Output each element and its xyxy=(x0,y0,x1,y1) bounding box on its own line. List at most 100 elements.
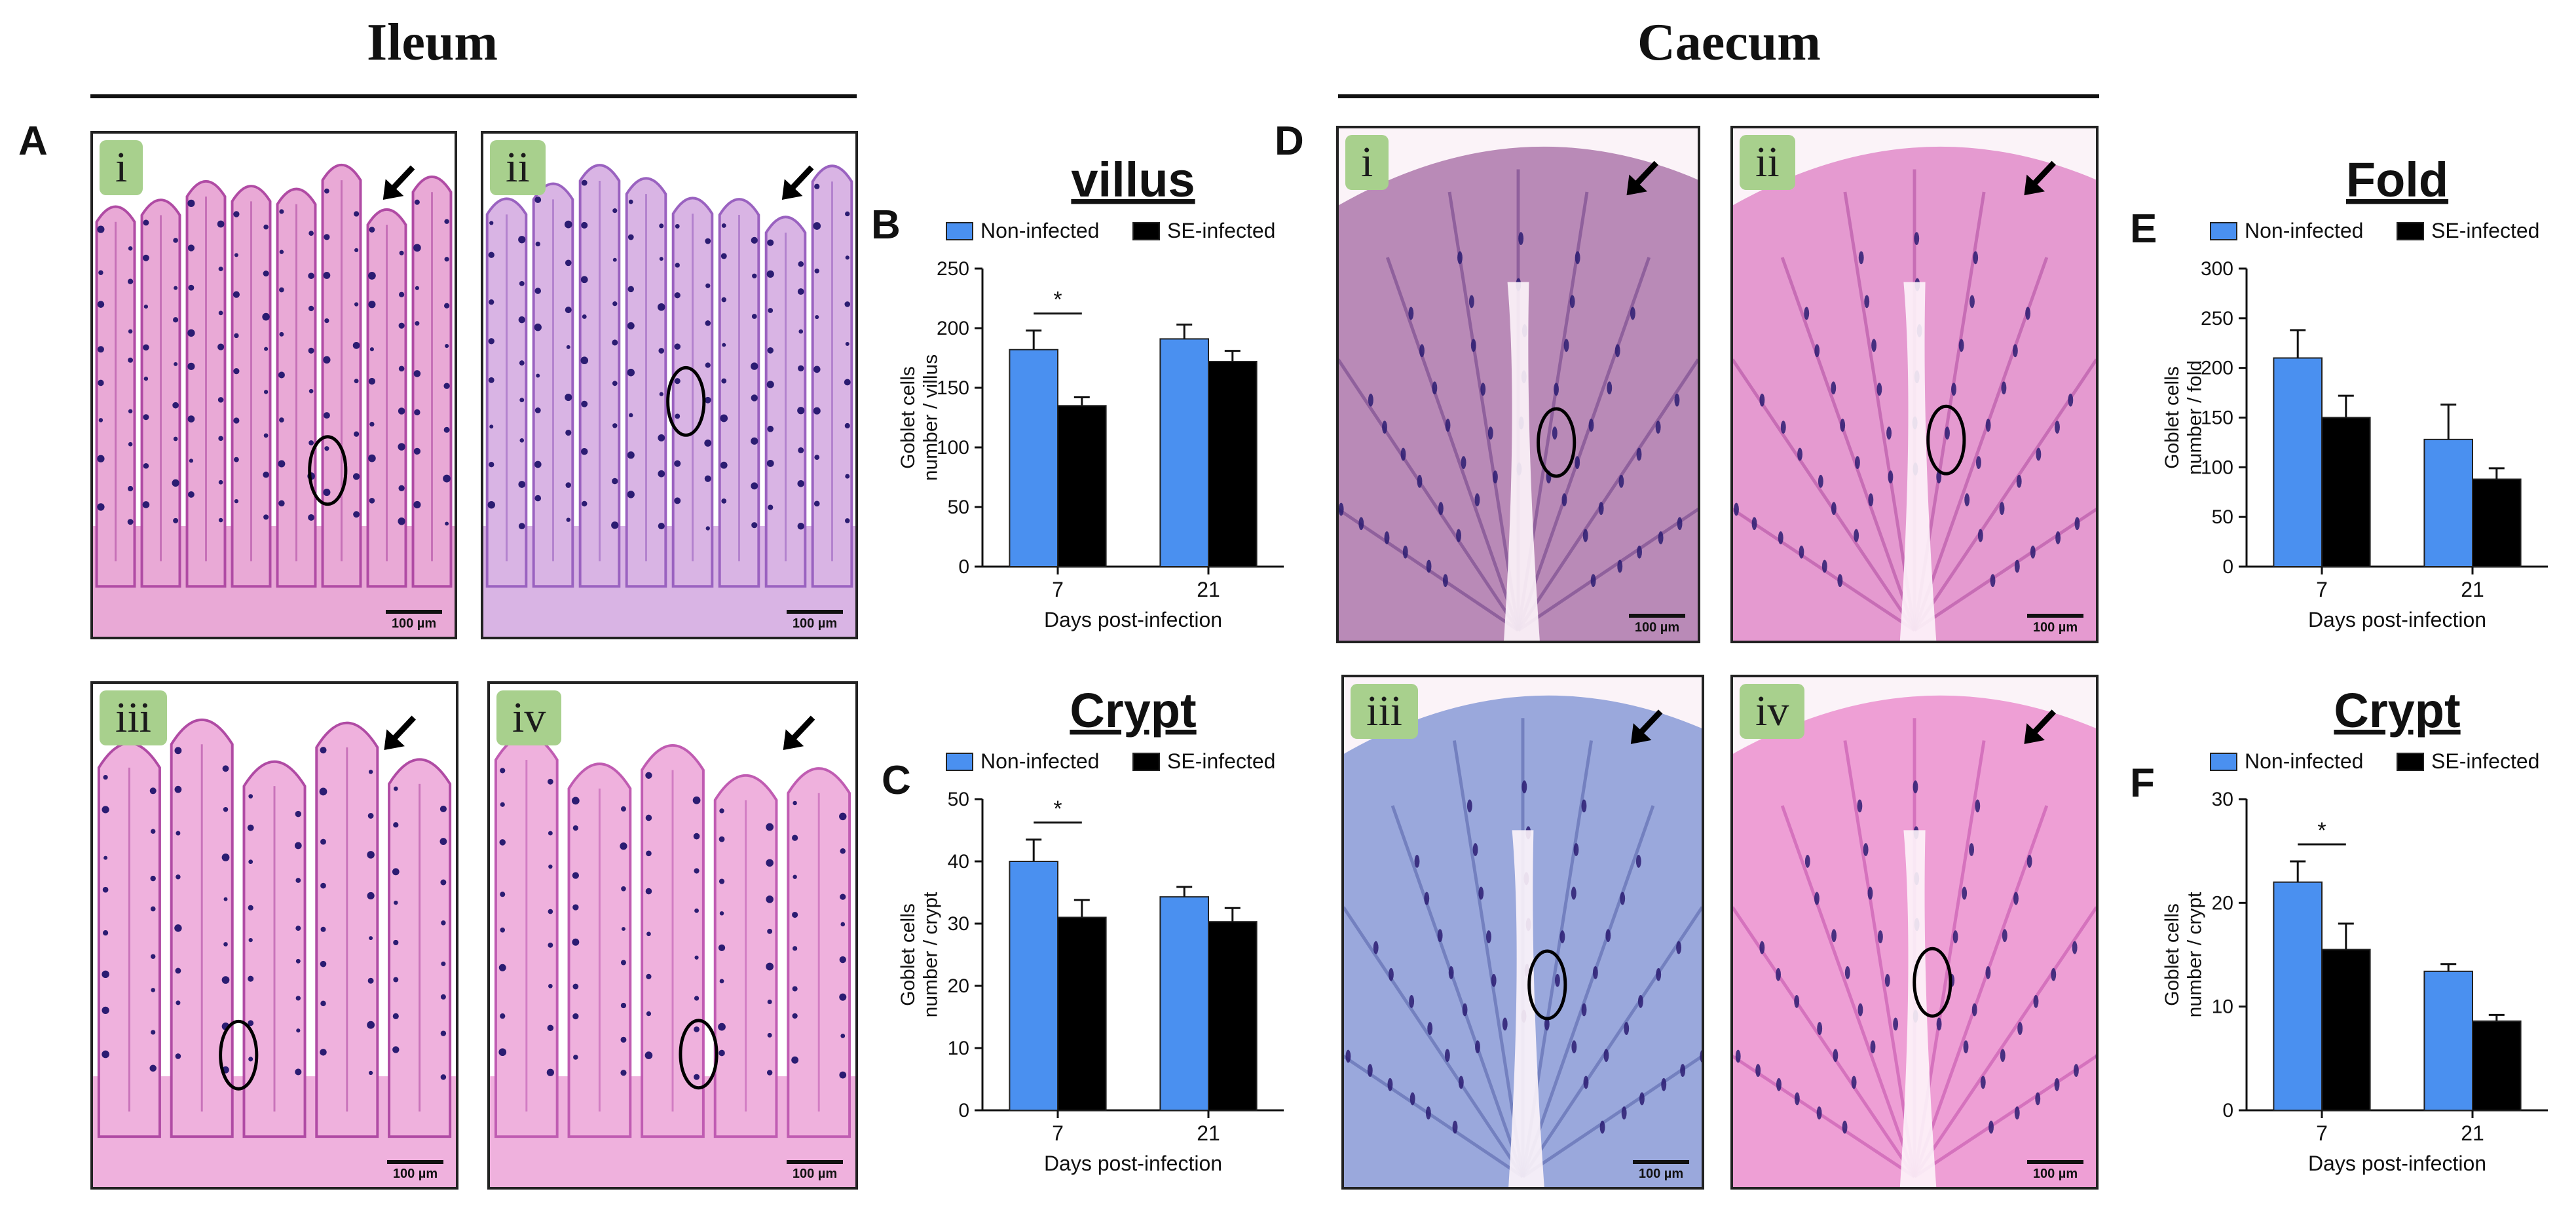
scale-bar-label: 100 µm xyxy=(792,1167,838,1181)
section-rule-ileum xyxy=(90,94,857,98)
y-tick-label: 250 xyxy=(937,258,969,280)
bar-se-infected-day-7 xyxy=(1057,916,1107,1111)
bar-non-infected-day-7 xyxy=(2273,881,2323,1111)
micrograph-A-i: i 100 µm xyxy=(90,131,457,639)
bar-se-infected-day-7 xyxy=(2321,949,2371,1112)
y-tick-label: 10 xyxy=(948,1038,969,1059)
panel-letter-E: E xyxy=(2130,206,2157,252)
micrograph-D-i: i 100 µm xyxy=(1336,126,1700,643)
panel-letter-A: A xyxy=(18,119,48,164)
y-tick-label: 0 xyxy=(958,1100,969,1121)
legend-swatch-0 xyxy=(946,753,973,771)
y-axis-label: Goblet cellsnumber / crypt xyxy=(2161,892,2206,1017)
chart-title: villus xyxy=(1071,153,1195,207)
bar-non-infected-day-21 xyxy=(2423,970,2473,1112)
significance-star: * xyxy=(2317,818,2326,843)
scale-bar-label: 100 µm xyxy=(391,616,437,631)
panel-letter-F: F xyxy=(2130,761,2155,806)
y-axis-label: Goblet cellsnumber / fold xyxy=(2161,360,2206,475)
micrograph-tag: i xyxy=(1345,135,1389,190)
scale-bar: 100 µm xyxy=(383,1160,448,1182)
y-tick-label: 0 xyxy=(2222,1100,2233,1121)
scale-bar-line xyxy=(2027,1160,2083,1164)
chart-villus: villus Non-infected SE-infected 0 50 100 150 20… xyxy=(897,153,1284,631)
micrograph-tag: iii xyxy=(100,690,168,745)
y-tick-label: 250 xyxy=(2201,308,2233,329)
scale-bar: 100 µm xyxy=(1628,1160,1694,1182)
scale-bar: 100 µm xyxy=(2023,1160,2088,1182)
legend-swatch-0 xyxy=(2210,753,2237,771)
scale-bar: 100 µm xyxy=(782,1160,848,1182)
y-tick-label: 20 xyxy=(2212,892,2233,914)
scale-bar-line xyxy=(2027,614,2083,618)
y-tick-label: 40 xyxy=(948,851,969,873)
scale-bar-line xyxy=(787,1160,843,1164)
bar-non-infected-day-21 xyxy=(1159,896,1209,1111)
y-tick-label: 300 xyxy=(2201,258,2233,280)
scale-bar-label: 100 µm xyxy=(1638,1167,1684,1181)
bar-se-infected-day-21 xyxy=(2472,478,2522,567)
section-title-ileum: Ileum xyxy=(367,14,498,71)
x-tick-label: 7 xyxy=(1052,1121,1064,1145)
bar-se-infected-day-21 xyxy=(1208,360,1258,567)
legend-swatch-0 xyxy=(2210,222,2237,240)
y-tick-label: 50 xyxy=(2212,506,2233,528)
bar-non-infected-day-21 xyxy=(1159,338,1209,567)
scale-bar: 100 µm xyxy=(381,610,447,631)
x-axis-label: Days post-infection xyxy=(1044,1152,1222,1175)
legend-label-0: Non-infected xyxy=(980,749,1099,773)
chart-title: Crypt xyxy=(1070,683,1196,738)
panel-letter-B: B xyxy=(871,202,901,248)
y-tick-label: 100 xyxy=(937,437,969,459)
y-tick-label: 0 xyxy=(2222,556,2233,578)
panel-letter-C: C xyxy=(882,758,911,803)
y-axis-label: Goblet cellsnumber / villus xyxy=(897,354,942,481)
y-tick-label: 150 xyxy=(2201,407,2233,429)
chart-crypt-ileum: Crypt Non-infected SE-infected 0 10 20 30 40 50 G… xyxy=(897,683,1284,1175)
significance-star: * xyxy=(1053,797,1062,821)
scale-bar-label: 100 µm xyxy=(392,1167,438,1181)
chart-title: Fold xyxy=(2346,153,2448,207)
y-tick-label: 10 xyxy=(2212,996,2233,1018)
scale-bar-label: 100 µm xyxy=(2032,1167,2078,1181)
y-tick-label: 20 xyxy=(948,975,969,997)
x-tick-label: 21 xyxy=(2461,1121,2484,1145)
bar-non-infected-day-7 xyxy=(1009,348,1058,567)
y-tick-label: 100 xyxy=(2201,457,2233,478)
micrograph-A-iv: iv 100 µm xyxy=(487,681,858,1190)
legend-label-1: SE-infected xyxy=(1167,749,1275,773)
micrograph-D-ii: ii 100 µm xyxy=(1730,126,2099,643)
y-tick-label: 0 xyxy=(958,556,969,578)
scale-bar-line xyxy=(386,610,442,614)
scale-bar: 100 µm xyxy=(2023,614,2088,635)
legend-swatch-1 xyxy=(2397,222,2424,240)
bar-se-infected-day-21 xyxy=(2472,1020,2522,1111)
scale-bar-line xyxy=(387,1160,443,1164)
legend-label-1: SE-infected xyxy=(1167,219,1275,242)
x-tick-label: 7 xyxy=(2316,578,2328,601)
micrograph-tag: iv xyxy=(496,690,562,745)
micrograph-tag: iii xyxy=(1351,684,1419,739)
scale-bar-label: 100 µm xyxy=(792,616,838,631)
legend-swatch-0 xyxy=(946,222,973,240)
legend-label-1: SE-infected xyxy=(2431,219,2539,242)
bar-non-infected-day-7 xyxy=(1009,861,1058,1111)
micrograph-tag: ii xyxy=(490,140,546,195)
x-tick-label: 7 xyxy=(1052,578,1064,601)
bar-non-infected-day-21 xyxy=(2423,438,2473,567)
legend-label-1: SE-infected xyxy=(2431,749,2539,773)
scale-bar-label: 100 µm xyxy=(1634,620,1680,635)
legend-swatch-1 xyxy=(1132,222,1160,240)
y-tick-label: 200 xyxy=(937,318,969,339)
micrograph-tag: ii xyxy=(1740,135,1795,190)
y-tick-label: 50 xyxy=(948,789,969,810)
chart-title: Crypt xyxy=(2334,683,2460,738)
y-tick-label: 50 xyxy=(948,497,969,518)
legend-label-0: Non-infected xyxy=(2245,749,2363,773)
y-tick-label: 30 xyxy=(2212,789,2233,810)
y-axis-label: Goblet cellsnumber / crypt xyxy=(897,892,942,1017)
x-tick-label: 21 xyxy=(2461,578,2484,601)
scale-bar-line xyxy=(787,610,843,614)
micrograph-D-iii: iii 100 µm xyxy=(1341,675,1704,1190)
y-tick-label: 200 xyxy=(2201,358,2233,379)
